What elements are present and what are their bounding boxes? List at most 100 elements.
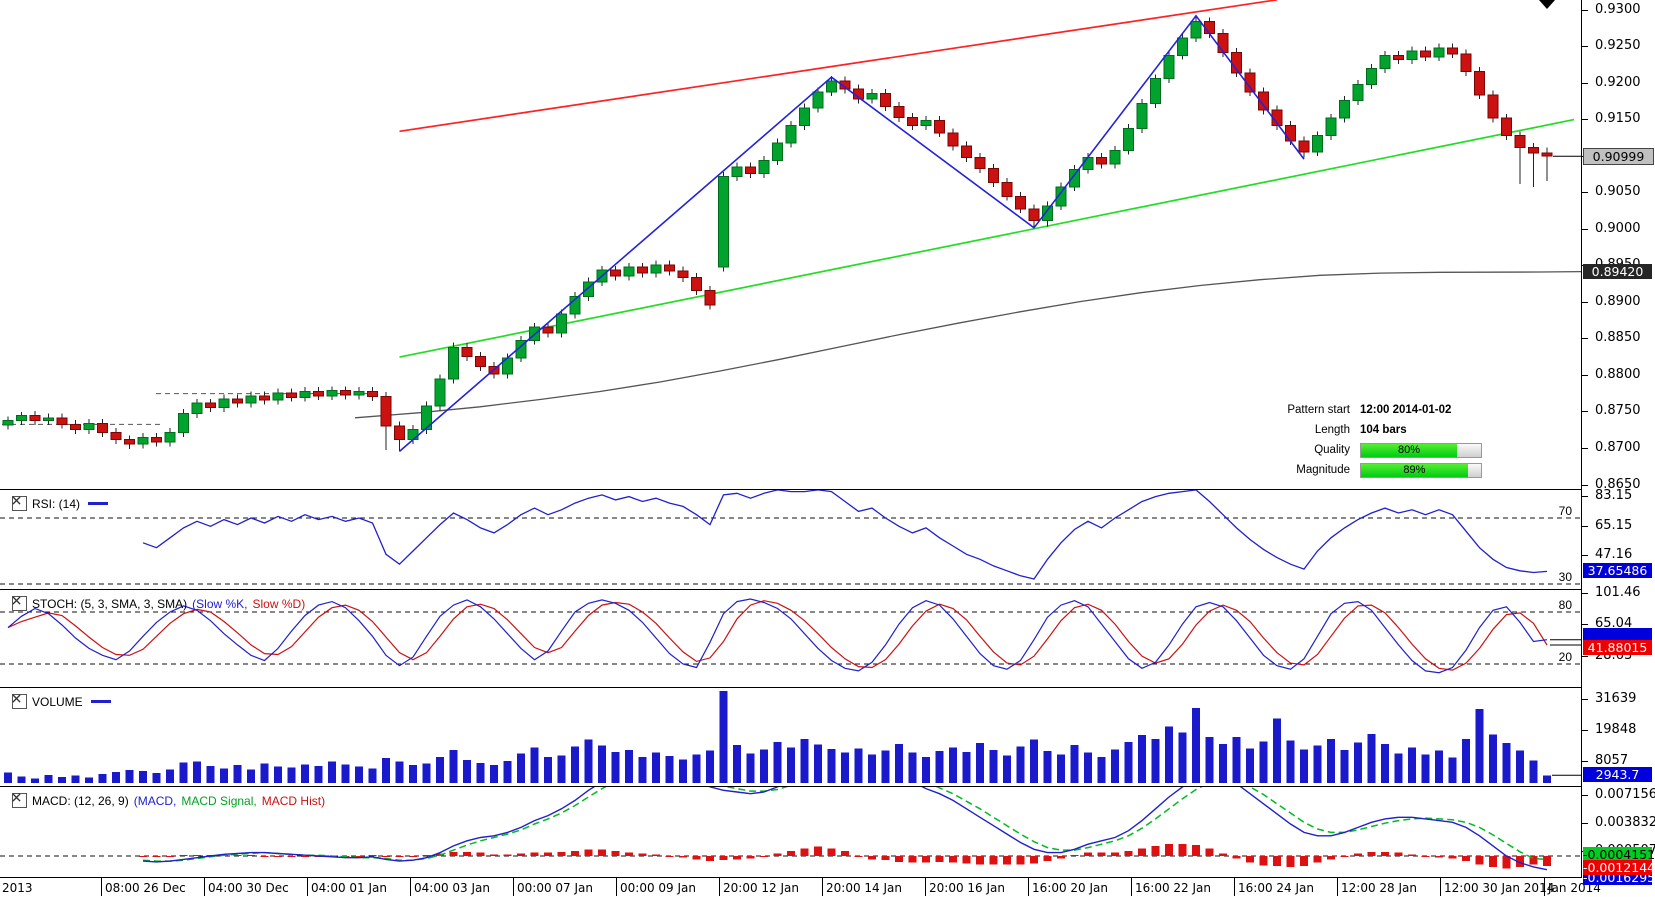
checkbox-x-icon [12,793,21,802]
stoch-d-value-badge: 41.88015 [1583,640,1652,655]
slow-d-legend: Slow %D) [252,596,306,611]
time-axis-tick [410,878,411,896]
rsi-line [142,490,1548,580]
macd-hist-value-badge: -0.0012144 [1583,860,1655,875]
price-tick-tickmark [1582,302,1588,303]
price-tick-label: 0.9050 [1595,184,1641,199]
quality-percent-text: 80% [1397,444,1421,456]
price-tick-tickmark [1582,485,1588,486]
time-axis-tick [719,878,720,896]
time-axis-tick [616,878,617,896]
time-axis-tick [822,878,823,896]
time-axis-tick [307,878,308,896]
macd-label: MACD: (12, 26, 9) [32,793,129,808]
moving-average-line [354,270,1581,419]
time-axis-label: 20:00 14 Jan [826,881,902,895]
macd-signal-line [142,787,1548,862]
pattern-magnitude-row: Magnitude 89% [1222,460,1572,480]
volume-bars-group [4,690,1551,783]
time-axis-label: 12:00 30 Jan 2014 [1444,881,1555,895]
volume-tick-label: 8057 [1595,753,1629,768]
stoch-tick-tickmark [1582,624,1588,625]
price-tick-label: 0.9300 [1595,2,1641,17]
support-trendline [399,118,1575,358]
time-axis: 2013 08:00 26 Dec 04:00 30 Dec 04:00 01 Jan… [0,878,1655,897]
time-axis-label: 16:00 24 Jan [1238,881,1314,895]
price-tick-tickmark [1582,119,1588,120]
quality-progress-fill: 80% [1361,443,1457,457]
stoch-tick-label: 101.46 [1595,585,1641,600]
price-tick-label: 0.9200 [1595,75,1641,90]
time-axis-tick [1131,878,1132,896]
macd-visibility-checkbox[interactable] [12,793,27,808]
time-axis-label: 20:00 12 Jan [723,881,799,895]
pattern-start-label: Pattern start [1287,404,1350,416]
macd-tick-tickmark [1582,823,1588,824]
main-chart-svg [2,0,1581,453]
stoch-tick-tickmark [1582,656,1588,657]
zigzag-pattern-line [398,14,1305,453]
time-axis-label: 20:00 16 Jan [929,881,1005,895]
rsi-visibility-checkbox[interactable] [12,496,27,511]
macd-signal-legend: MACD Signal, [181,793,257,808]
macd-line-legend: (MACD, [133,793,177,808]
time-axis-label: 16:00 20 Jan [1032,881,1108,895]
price-tick-tickmark [1582,10,1588,11]
stochastic-label: STOCH: (5, 3, SMA, 3, SMA) [32,596,188,611]
stoch-slow-d-line [7,600,1548,671]
price-tick-label: 0.8650 [1595,477,1641,492]
volume-panel: VOLUME [0,688,1581,787]
stoch-tick-tickmark [1582,593,1588,594]
volume-chart-svg [4,690,1581,783]
macd-histogram-group [139,844,1551,869]
price-tick-label: 0.8900 [1595,294,1641,309]
stoch-level-label: 20 [1559,650,1573,664]
pattern-length-label: Length [1314,424,1350,436]
price-tick-label: 0.9000 [1595,221,1641,236]
macd-tick-label: 0.0071566 [1595,787,1655,802]
volume-tick-tickmark [1582,730,1588,731]
time-axis-label: 04:00 03 Jan [414,881,490,895]
price-tick-tickmark [1582,229,1588,230]
price-tick-tickmark [1582,338,1588,339]
stoch-level-label: 80 [1559,598,1573,612]
magnitude-progress-bar: 89% [1360,462,1482,478]
volume-legend-line-icon [90,700,111,703]
macd-hist-legend: MACD Hist) [261,793,326,808]
stochastic-visibility-checkbox[interactable] [12,596,27,611]
volume-visibility-checkbox[interactable] [12,694,27,709]
rsi-tick-label: 65.15 [1595,518,1633,533]
pattern-magnitude-label: Magnitude [1296,464,1350,476]
price-tick-tickmark [1582,375,1588,376]
price-tick-label: 0.8800 [1595,367,1641,382]
time-axis-tick [1337,878,1338,896]
time-axis-label: 04:00 01 Jan [311,881,387,895]
volume-tick-tickmark [1582,761,1588,762]
resistance-trendline [399,0,1278,133]
volume-label: VOLUME [32,694,83,709]
pattern-length-row: Length 104 bars [1222,420,1572,440]
pattern-start-value: 12:00 2014-01-02 [1360,404,1452,416]
candles-group [2,15,1553,452]
volume-tick-label: 31639 [1595,691,1637,706]
time-axis-tick [101,878,102,896]
time-axis-label: 00:00 09 Jan [620,881,696,895]
stoch-tick-label: 65.04 [1595,616,1633,631]
pattern-start-row: Pattern start 12:00 2014-01-02 [1222,400,1572,420]
last-price-badge: 0.90999 [1583,148,1654,165]
magnitude-percent-text: 89% [1403,464,1426,476]
current-bar-marker-triangle [1539,0,1555,9]
rsi-level-label: 30 [1559,570,1573,584]
macd-signal-value-badge: -0.0004151 [1583,847,1655,862]
time-axis-tick [204,878,205,896]
moving-average-value-badge: 0.89420 [1583,264,1652,279]
macd-chart-svg [0,787,1581,871]
price-tick-label: 0.9150 [1595,111,1641,126]
macd-tick-tickmark [1582,795,1588,796]
price-tick-label: 0.8700 [1595,440,1641,455]
time-axis-label: 08:00 26 Dec [105,881,186,895]
price-axis-separator [1581,0,1582,878]
stochastic-chart-svg: 80 20 [0,598,1581,674]
main-price-panel: Pattern start 12:00 2014-01-02 Length 10… [0,0,1581,490]
price-tick-label: 0.9250 [1595,38,1641,53]
